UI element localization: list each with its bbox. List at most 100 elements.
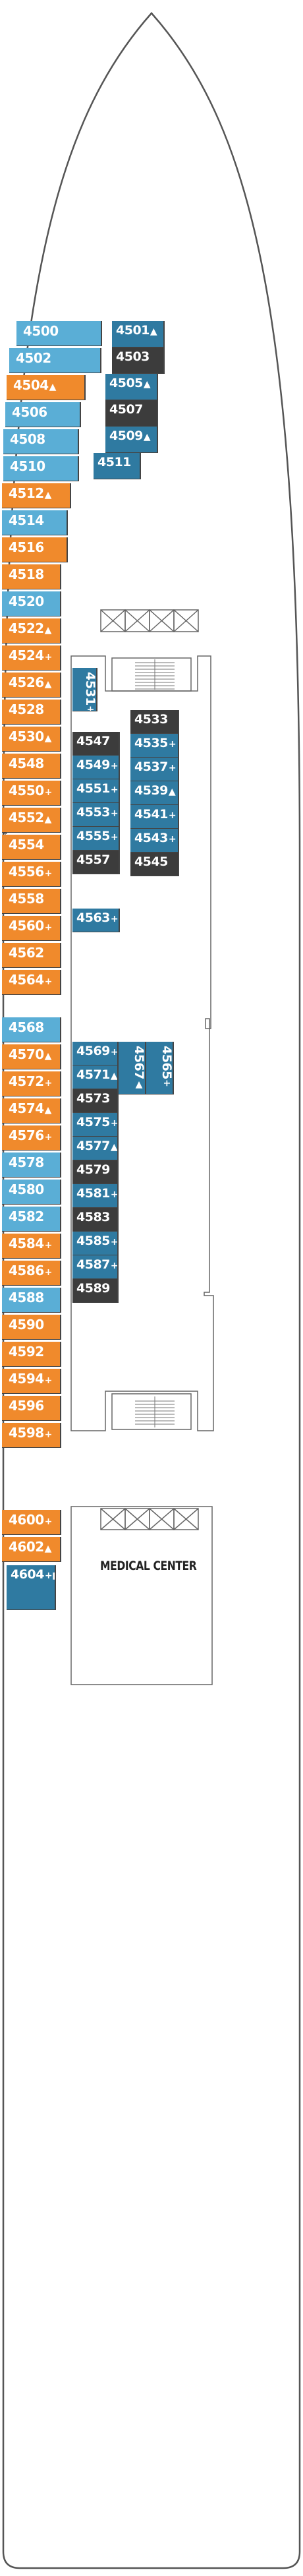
cabin-4553[interactable]: 4553+ (72, 803, 120, 827)
cabin-4500[interactable]: 4500 (16, 321, 102, 346)
cabin-number: 4543 (134, 831, 168, 845)
cabin-feature-symbol: + (44, 652, 53, 663)
cabin-4531[interactable]: 4531+ (72, 668, 97, 711)
cabin-4602[interactable]: 4602▲ (2, 1537, 61, 1562)
cabin-4579[interactable]: 4579 (72, 1160, 119, 1184)
cabin-4537[interactable]: 4537+ (130, 758, 179, 781)
cabin-4604[interactable]: 4604+■ (7, 1565, 56, 1610)
cabin-4502[interactable]: 4502 (9, 348, 101, 373)
cabin-number: 4579 (76, 1162, 110, 1177)
cabin-4589[interactable]: 4589 (72, 1279, 119, 1303)
cabin-4522[interactable]: 4522▲ (2, 618, 61, 644)
cabin-number: 4584 (9, 1236, 44, 1251)
cabin-4545[interactable]: 4545 (130, 853, 179, 876)
cabin-4558[interactable]: 4558 (2, 889, 61, 914)
cabin-feature-symbol: + (44, 1375, 53, 1386)
cabin-4526[interactable]: 4526▲ (2, 673, 61, 698)
cabin-4550[interactable]: 4550+ (2, 781, 61, 806)
cabin-4578[interactable]: 4578 (2, 1153, 61, 1178)
cabin-4574[interactable]: 4574▲ (2, 1098, 61, 1123)
cabin-4524[interactable]: 4524+ (2, 645, 61, 671)
cabin-4575[interactable]: 4575+ (72, 1113, 119, 1137)
cabin-number: 4524 (9, 647, 44, 663)
cabin-4547[interactable]: 4547 (72, 732, 120, 756)
cabin-4506[interactable]: 4506 (5, 402, 81, 427)
cabin-4576[interactable]: 4576+ (2, 1125, 61, 1151)
cabin-4530[interactable]: 4530▲ (2, 727, 61, 752)
cabin-4507[interactable]: 4507 (105, 400, 158, 427)
cabin-4551[interactable]: 4551+ (72, 779, 120, 803)
cabin-4565[interactable]: 4565+ (146, 1042, 174, 1094)
cabin-4583[interactable]: 4583 (72, 1208, 119, 1232)
cabin-4570[interactable]: 4570▲ (2, 1044, 61, 1069)
cabin-4543[interactable]: 4543+ (130, 829, 179, 853)
cabin-4508[interactable]: 4508 (3, 429, 79, 454)
cabin-4564[interactable]: 4564+ (2, 970, 61, 995)
cabin-4562[interactable]: 4562 (2, 943, 61, 968)
cabin-4568[interactable]: 4568 (2, 1017, 61, 1042)
cabin-4518[interactable]: 4518 (2, 564, 61, 589)
cabin-number: 4572 (9, 1073, 44, 1089)
cabin-4528[interactable]: 4528 (2, 700, 61, 725)
cabin-feature-symbol: ▲ (150, 326, 157, 337)
cabin-number: 4583 (76, 1210, 110, 1224)
cabin-4588[interactable]: 4588 (2, 1288, 61, 1313)
cabin-4563[interactable]: 4563+ (72, 909, 120, 932)
cabin-number: 4586 (9, 1263, 44, 1278)
cabin-4509[interactable]: 4509▲ (105, 427, 158, 453)
cabin-4557[interactable]: 4557 (72, 851, 120, 874)
cabin-4505[interactable]: 4505▲ (105, 374, 158, 400)
cabin-4511[interactable]: 4511 (94, 453, 141, 479)
cabin-4548[interactable]: 4548 (2, 754, 61, 779)
cabin-4590[interactable]: 4590 (2, 1315, 61, 1340)
cabin-4600[interactable]: 4600+ (2, 1510, 61, 1535)
cabin-4560[interactable]: 4560+ (2, 916, 61, 941)
cabin-number: 4514 (9, 512, 44, 528)
cabin-4556[interactable]: 4556+ (2, 862, 61, 887)
cabin-feature-symbol: ▲ (143, 379, 151, 390)
cabin-4586[interactable]: 4586+ (2, 1261, 61, 1286)
cabin-4552[interactable]: 4552▲ (2, 808, 61, 833)
cabin-4572[interactable]: 4572+ (2, 1071, 61, 1096)
cabin-4582[interactable]: 4582 (2, 1207, 61, 1232)
cabin-number: 4578 (9, 1154, 44, 1170)
cabin-4569[interactable]: 4569+ (72, 1042, 119, 1065)
cabin-4598[interactable]: 4598+ (2, 1423, 61, 1448)
cabin-4573[interactable]: 4573 (72, 1089, 119, 1113)
cabin-number: 4518 (9, 566, 44, 582)
cabin-4512[interactable]: 4512▲ (2, 483, 71, 508)
cabin-4520[interactable]: 4520 (2, 591, 61, 616)
medical-center-room (70, 1506, 213, 1685)
cabin-4516[interactable]: 4516 (2, 537, 68, 562)
cabin-4549[interactable]: 4549+ (72, 756, 120, 779)
cabin-4554[interactable]: 4554 (2, 835, 61, 860)
cabin-4514[interactable]: 4514 (2, 510, 68, 535)
cabin-number: 4554 (9, 837, 44, 853)
cabin-4539[interactable]: 4539▲ (130, 781, 179, 805)
cabin-4555[interactable]: 4555+ (72, 827, 120, 851)
cabin-4577[interactable]: 4577▲ (72, 1137, 119, 1160)
cabin-number: 4539 (134, 783, 168, 798)
cabin-4503[interactable]: 4503 (112, 347, 165, 374)
cabin-4596[interactable]: 4596 (2, 1396, 61, 1421)
cabin-4567[interactable]: 4567▲ (119, 1042, 146, 1094)
cabin-4584[interactable]: 4584+ (2, 1234, 61, 1259)
cabin-4592[interactable]: 4592 (2, 1342, 61, 1367)
cabin-4580[interactable]: 4580 (2, 1180, 61, 1205)
cabin-number: 4550 (9, 783, 44, 798)
cabin-4535[interactable]: 4535+ (130, 734, 179, 758)
cabin-number: 4602 (9, 1539, 44, 1555)
cabin-feature-symbol: + (110, 1237, 119, 1247)
cabin-number: 4504 (13, 377, 49, 393)
cabin-4510[interactable]: 4510 (3, 456, 79, 481)
cabin-4571[interactable]: 4571▲ (72, 1065, 119, 1089)
cabin-4587[interactable]: 4587+ (72, 1255, 119, 1279)
cabin-number: 4510 (10, 458, 45, 474)
cabin-4504[interactable]: 4504▲ (7, 375, 86, 400)
cabin-4585[interactable]: 4585+ (72, 1232, 119, 1255)
cabin-4533[interactable]: 4533 (130, 710, 179, 734)
cabin-4501[interactable]: 4501▲ (112, 321, 165, 347)
cabin-4541[interactable]: 4541+ (130, 805, 179, 829)
cabin-4594[interactable]: 4594+ (2, 1369, 61, 1394)
cabin-4581[interactable]: 4581+ (72, 1184, 119, 1208)
